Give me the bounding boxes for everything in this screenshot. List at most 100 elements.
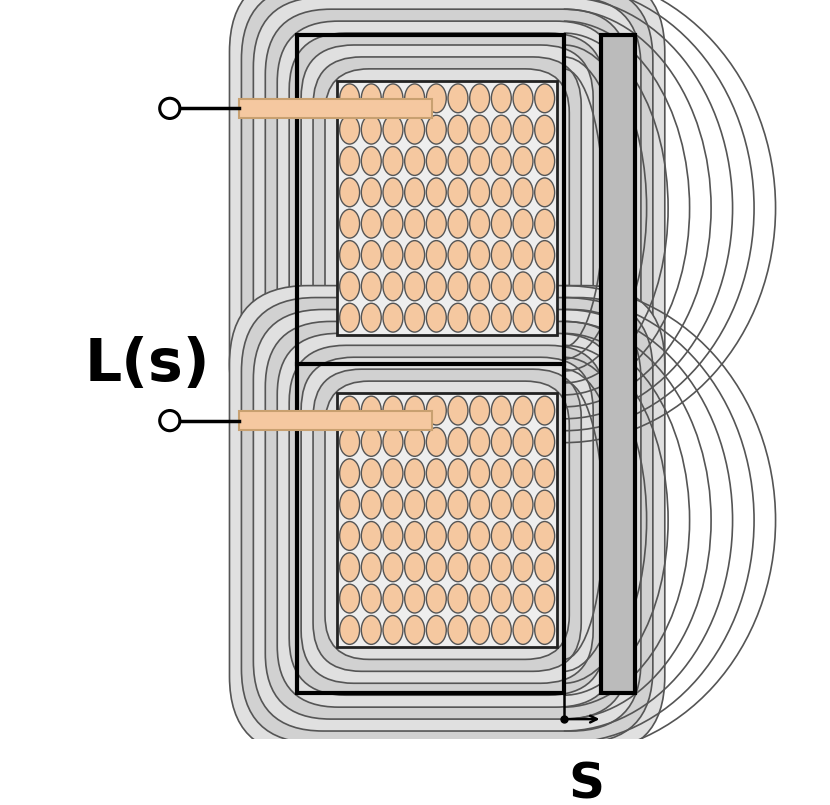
Ellipse shape [361, 584, 381, 613]
Ellipse shape [427, 427, 447, 456]
Ellipse shape [339, 459, 359, 488]
Ellipse shape [339, 584, 359, 613]
Ellipse shape [339, 84, 359, 113]
Ellipse shape [491, 209, 511, 238]
Ellipse shape [383, 553, 403, 582]
Ellipse shape [470, 522, 490, 551]
Ellipse shape [491, 490, 511, 519]
Ellipse shape [383, 272, 403, 301]
FancyBboxPatch shape [266, 321, 629, 719]
Ellipse shape [427, 616, 447, 644]
Ellipse shape [427, 522, 447, 551]
Ellipse shape [427, 459, 447, 488]
Ellipse shape [383, 490, 403, 519]
Ellipse shape [383, 616, 403, 644]
Ellipse shape [405, 303, 425, 332]
Ellipse shape [448, 490, 468, 519]
Ellipse shape [470, 616, 490, 644]
Ellipse shape [427, 272, 447, 301]
Ellipse shape [535, 459, 554, 488]
Ellipse shape [361, 272, 381, 301]
FancyBboxPatch shape [242, 298, 653, 743]
Ellipse shape [491, 178, 511, 207]
Ellipse shape [470, 490, 490, 519]
Ellipse shape [361, 241, 381, 270]
Ellipse shape [470, 553, 490, 582]
Ellipse shape [405, 209, 425, 238]
Ellipse shape [427, 396, 447, 425]
Ellipse shape [513, 241, 533, 270]
Ellipse shape [339, 272, 359, 301]
Ellipse shape [361, 84, 381, 113]
Ellipse shape [491, 522, 511, 551]
Bar [337, 393, 558, 647]
Ellipse shape [448, 272, 468, 301]
Ellipse shape [470, 272, 490, 301]
Ellipse shape [513, 427, 533, 456]
FancyBboxPatch shape [253, 309, 641, 731]
Ellipse shape [448, 459, 468, 488]
Ellipse shape [361, 427, 381, 456]
Ellipse shape [361, 209, 381, 238]
Ellipse shape [491, 84, 511, 113]
Ellipse shape [491, 553, 511, 582]
Ellipse shape [470, 459, 490, 488]
Ellipse shape [361, 178, 381, 207]
Ellipse shape [427, 490, 447, 519]
Ellipse shape [405, 522, 425, 551]
Ellipse shape [535, 178, 554, 207]
Ellipse shape [448, 147, 468, 175]
Ellipse shape [535, 303, 554, 332]
Ellipse shape [383, 178, 403, 207]
Ellipse shape [405, 84, 425, 113]
Ellipse shape [383, 303, 403, 332]
FancyBboxPatch shape [289, 33, 605, 383]
Ellipse shape [383, 427, 403, 456]
Ellipse shape [448, 241, 468, 270]
FancyBboxPatch shape [229, 0, 665, 443]
Ellipse shape [339, 209, 359, 238]
Ellipse shape [405, 396, 425, 425]
Ellipse shape [405, 459, 425, 488]
Ellipse shape [448, 303, 468, 332]
Ellipse shape [513, 84, 533, 113]
Ellipse shape [470, 427, 490, 456]
Ellipse shape [491, 241, 511, 270]
Ellipse shape [513, 490, 533, 519]
Ellipse shape [339, 616, 359, 644]
Ellipse shape [339, 522, 359, 551]
Ellipse shape [535, 522, 554, 551]
Ellipse shape [535, 490, 554, 519]
Ellipse shape [448, 616, 468, 644]
Ellipse shape [491, 147, 511, 175]
Ellipse shape [470, 396, 490, 425]
Ellipse shape [535, 84, 554, 113]
Ellipse shape [405, 147, 425, 175]
Ellipse shape [361, 553, 381, 582]
Bar [601, 35, 636, 693]
FancyBboxPatch shape [289, 345, 605, 696]
Ellipse shape [361, 490, 381, 519]
Ellipse shape [513, 303, 533, 332]
Ellipse shape [427, 178, 447, 207]
Ellipse shape [383, 84, 403, 113]
Ellipse shape [491, 115, 511, 144]
Ellipse shape [405, 553, 425, 582]
Ellipse shape [339, 303, 359, 332]
Bar [297, 35, 564, 693]
Ellipse shape [383, 147, 403, 175]
Ellipse shape [339, 241, 359, 270]
Ellipse shape [339, 115, 359, 144]
Ellipse shape [361, 115, 381, 144]
Ellipse shape [470, 303, 490, 332]
Ellipse shape [491, 272, 511, 301]
Ellipse shape [405, 272, 425, 301]
Ellipse shape [448, 553, 468, 582]
Ellipse shape [470, 115, 490, 144]
Ellipse shape [383, 584, 403, 613]
Ellipse shape [405, 427, 425, 456]
Ellipse shape [361, 396, 381, 425]
Ellipse shape [513, 115, 533, 144]
FancyBboxPatch shape [313, 369, 581, 671]
Ellipse shape [361, 522, 381, 551]
